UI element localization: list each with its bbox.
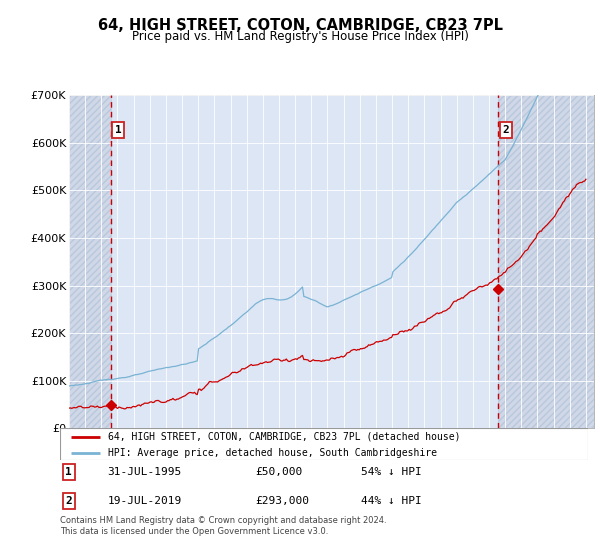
Text: £293,000: £293,000	[256, 496, 310, 506]
Bar	[69, 95, 111, 428]
Text: 1: 1	[115, 125, 122, 135]
Text: 19-JUL-2019: 19-JUL-2019	[107, 496, 182, 506]
Text: 31-JUL-1995: 31-JUL-1995	[107, 467, 182, 477]
Text: 2: 2	[65, 496, 72, 506]
Text: £50,000: £50,000	[256, 467, 302, 477]
Text: Price paid vs. HM Land Registry's House Price Index (HPI): Price paid vs. HM Land Registry's House …	[131, 30, 469, 43]
Text: 54% ↓ HPI: 54% ↓ HPI	[361, 467, 422, 477]
Bar	[69, 95, 111, 428]
Text: HPI: Average price, detached house, South Cambridgeshire: HPI: Average price, detached house, Sout…	[107, 448, 437, 458]
Bar	[499, 95, 594, 428]
Text: 44% ↓ HPI: 44% ↓ HPI	[361, 496, 422, 506]
Text: 2: 2	[502, 125, 509, 135]
Text: Contains HM Land Registry data © Crown copyright and database right 2024.
This d: Contains HM Land Registry data © Crown c…	[60, 516, 386, 536]
Bar	[499, 95, 594, 428]
Text: 1: 1	[65, 467, 72, 477]
Text: 64, HIGH STREET, COTON, CAMBRIDGE, CB23 7PL (detached house): 64, HIGH STREET, COTON, CAMBRIDGE, CB23 …	[107, 432, 460, 442]
Text: 64, HIGH STREET, COTON, CAMBRIDGE, CB23 7PL: 64, HIGH STREET, COTON, CAMBRIDGE, CB23 …	[97, 18, 503, 34]
